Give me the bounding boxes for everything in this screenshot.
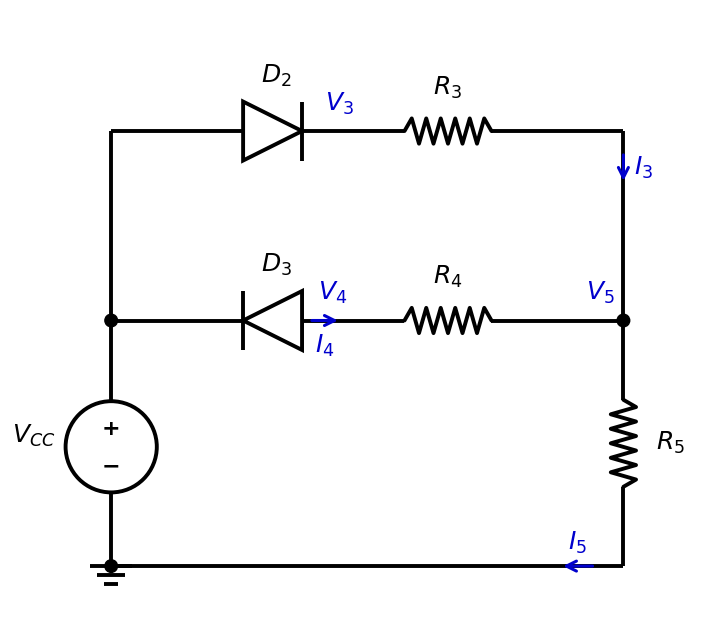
Circle shape — [617, 314, 630, 327]
Text: $I_3$: $I_3$ — [634, 154, 653, 181]
Text: −: − — [102, 456, 121, 476]
Text: $V_4$: $V_4$ — [318, 280, 347, 306]
Text: $V_5$: $V_5$ — [586, 280, 615, 306]
Text: $D_2$: $D_2$ — [261, 63, 291, 89]
Circle shape — [105, 314, 118, 327]
Text: $R_5$: $R_5$ — [656, 430, 685, 456]
Text: +: + — [102, 419, 121, 440]
Text: $V_3$: $V_3$ — [325, 91, 354, 117]
Text: $I_5$: $I_5$ — [569, 529, 587, 556]
Text: $D_3$: $D_3$ — [261, 252, 291, 278]
Text: $V_{CC}$: $V_{CC}$ — [11, 423, 55, 449]
Text: $I_4$: $I_4$ — [315, 333, 334, 360]
Circle shape — [105, 560, 118, 572]
Text: $R_4$: $R_4$ — [433, 264, 463, 290]
Text: $R_3$: $R_3$ — [433, 75, 462, 101]
